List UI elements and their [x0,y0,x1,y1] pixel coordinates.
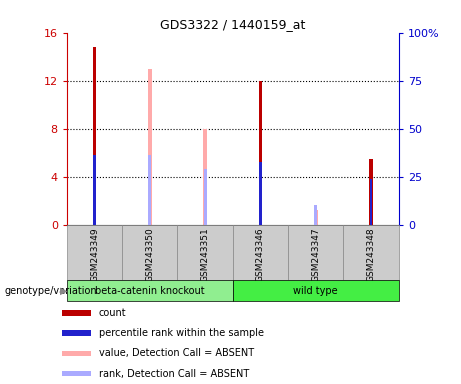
Bar [370,179,372,225]
Bar [62,371,91,376]
Text: GSM243346: GSM243346 [256,227,265,282]
Bar [67,280,233,301]
Bar [369,159,373,225]
Text: ▶: ▶ [60,286,67,296]
Bar [204,169,207,225]
Text: count: count [99,308,126,318]
Bar [148,155,151,225]
Title: GDS3322 / 1440159_at: GDS3322 / 1440159_at [160,18,306,31]
Bar [93,155,96,225]
Bar [233,225,288,280]
Bar [288,225,343,280]
Bar [62,351,91,356]
Bar [233,280,399,301]
Text: GSM243347: GSM243347 [311,227,320,282]
Text: beta-catenin knockout: beta-catenin knockout [95,286,205,296]
Bar [203,129,207,225]
Text: genotype/variation: genotype/variation [5,286,97,296]
Bar [259,162,262,225]
Text: value, Detection Call = ABSENT: value, Detection Call = ABSENT [99,348,254,358]
Text: GSM243349: GSM243349 [90,227,99,282]
Bar [314,205,317,225]
Bar [314,210,318,225]
Text: GSM243351: GSM243351 [201,227,210,282]
Text: percentile rank within the sample: percentile rank within the sample [99,328,264,338]
Bar [343,225,399,280]
Bar [177,225,233,280]
Bar [67,225,122,280]
Bar [122,225,177,280]
Bar [93,47,96,225]
Bar [370,183,372,225]
Bar [259,81,262,225]
Text: wild type: wild type [294,286,338,296]
Bar [62,310,91,316]
Text: rank, Detection Call = ABSENT: rank, Detection Call = ABSENT [99,369,249,379]
Text: GSM243350: GSM243350 [145,227,154,282]
Text: GSM243348: GSM243348 [366,227,376,282]
Bar [148,69,152,225]
Bar [62,330,91,336]
